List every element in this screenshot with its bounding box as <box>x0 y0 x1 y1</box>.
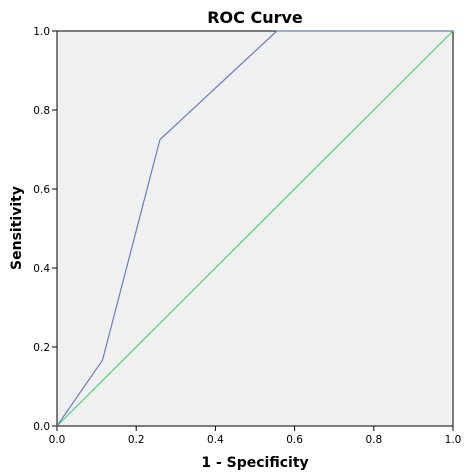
y-tick-label: 0.6 <box>33 184 50 196</box>
roc-curve-line <box>56 30 453 427</box>
x-tick-label: 1.0 <box>445 434 462 446</box>
y-tick-label: 0.0 <box>33 421 50 433</box>
series-layer <box>56 30 454 427</box>
x-tick-label: 0.8 <box>365 434 382 446</box>
y-tick-label: 0.4 <box>33 263 50 275</box>
y-tick-label: 1.0 <box>33 26 50 38</box>
y-axis-label: Sensitivity <box>9 186 25 270</box>
x-tick-label: 0.6 <box>286 434 303 446</box>
y-tick-label: 0.8 <box>33 105 50 117</box>
y-axis-ticks: 0.0 0.2 0.4 0.6 0.8 1.0 <box>33 26 57 433</box>
reference-diagonal-line <box>56 30 454 427</box>
x-tick-label: 0.4 <box>207 434 224 446</box>
x-tick-label: 0.0 <box>49 434 66 446</box>
chart-title: ROC Curve <box>207 8 303 27</box>
x-tick-label: 0.2 <box>128 434 145 446</box>
x-axis-ticks: 0.0 0.2 0.4 0.6 0.8 1.0 <box>49 426 462 446</box>
y-tick-label: 0.2 <box>33 342 50 354</box>
x-axis-label: 1 - Specificity <box>201 455 308 471</box>
